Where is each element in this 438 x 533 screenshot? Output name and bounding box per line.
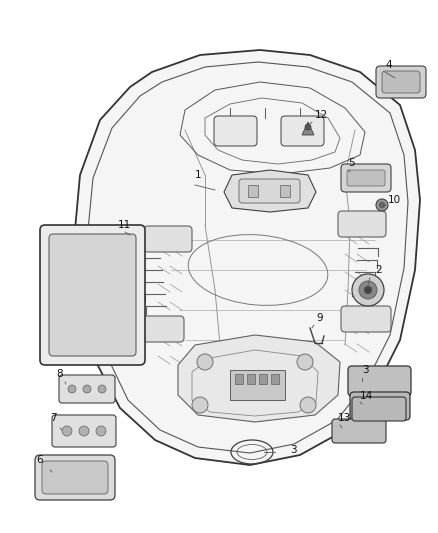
FancyBboxPatch shape bbox=[338, 211, 386, 237]
Bar bbox=[271, 374, 279, 384]
Circle shape bbox=[379, 202, 385, 208]
Circle shape bbox=[68, 385, 76, 393]
FancyBboxPatch shape bbox=[144, 226, 192, 252]
Circle shape bbox=[98, 385, 106, 393]
Circle shape bbox=[364, 286, 372, 294]
Circle shape bbox=[300, 397, 316, 413]
Circle shape bbox=[297, 354, 313, 370]
Text: 3: 3 bbox=[362, 365, 369, 375]
FancyBboxPatch shape bbox=[49, 234, 136, 356]
FancyBboxPatch shape bbox=[352, 397, 406, 421]
Text: 3: 3 bbox=[290, 445, 297, 455]
FancyBboxPatch shape bbox=[40, 225, 145, 365]
FancyBboxPatch shape bbox=[341, 306, 391, 332]
FancyBboxPatch shape bbox=[341, 164, 391, 192]
Text: 13: 13 bbox=[338, 413, 351, 423]
Text: 1: 1 bbox=[195, 170, 201, 180]
Bar bbox=[235, 374, 243, 384]
Polygon shape bbox=[302, 122, 314, 135]
Circle shape bbox=[96, 426, 106, 436]
Circle shape bbox=[79, 426, 89, 436]
FancyBboxPatch shape bbox=[350, 392, 410, 420]
Circle shape bbox=[192, 397, 208, 413]
Circle shape bbox=[83, 385, 91, 393]
Text: 7: 7 bbox=[50, 413, 57, 423]
FancyBboxPatch shape bbox=[52, 415, 116, 447]
Polygon shape bbox=[224, 170, 316, 212]
Text: 2: 2 bbox=[375, 265, 381, 275]
FancyBboxPatch shape bbox=[35, 455, 115, 500]
Text: 10: 10 bbox=[388, 195, 401, 205]
Bar bbox=[247, 374, 255, 384]
FancyBboxPatch shape bbox=[281, 116, 324, 146]
Circle shape bbox=[197, 354, 213, 370]
Circle shape bbox=[62, 426, 72, 436]
Text: 8: 8 bbox=[56, 369, 63, 379]
Bar bbox=[280, 185, 290, 197]
Circle shape bbox=[359, 281, 377, 299]
Text: 9: 9 bbox=[316, 313, 323, 323]
Bar bbox=[259, 374, 267, 384]
FancyBboxPatch shape bbox=[42, 461, 108, 494]
FancyBboxPatch shape bbox=[214, 116, 257, 146]
Polygon shape bbox=[75, 50, 420, 465]
FancyBboxPatch shape bbox=[382, 71, 420, 93]
Text: 12: 12 bbox=[315, 110, 328, 120]
FancyBboxPatch shape bbox=[376, 66, 426, 98]
FancyBboxPatch shape bbox=[332, 419, 386, 443]
Bar bbox=[248, 185, 258, 197]
FancyBboxPatch shape bbox=[134, 316, 184, 342]
FancyBboxPatch shape bbox=[239, 179, 300, 203]
FancyBboxPatch shape bbox=[347, 170, 385, 186]
Circle shape bbox=[352, 274, 384, 306]
Circle shape bbox=[376, 199, 388, 211]
Text: 14: 14 bbox=[360, 391, 373, 401]
FancyBboxPatch shape bbox=[59, 375, 115, 403]
Circle shape bbox=[305, 124, 311, 130]
Polygon shape bbox=[178, 335, 340, 422]
Text: 5: 5 bbox=[348, 158, 355, 168]
Text: 6: 6 bbox=[36, 455, 42, 465]
FancyBboxPatch shape bbox=[348, 366, 411, 396]
Bar bbox=[230, 370, 285, 400]
Text: 4: 4 bbox=[385, 60, 392, 70]
Text: 11: 11 bbox=[118, 220, 131, 230]
